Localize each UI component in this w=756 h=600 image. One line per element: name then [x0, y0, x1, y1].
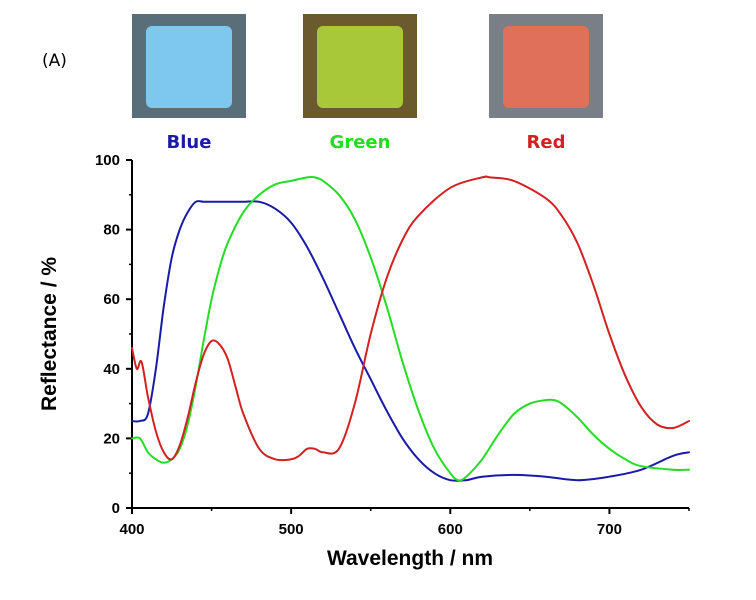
- swatch-film: [317, 26, 403, 108]
- sample-label-blue: Blue: [167, 132, 212, 153]
- y-tick-label: 40: [103, 361, 120, 378]
- y-tick-label: 0: [112, 500, 120, 517]
- x-tick-label: 700: [597, 521, 622, 538]
- swatch-blue: [132, 14, 246, 118]
- swatch-film: [146, 26, 232, 108]
- swatch-green: [303, 14, 417, 118]
- swatch-film: [503, 26, 589, 108]
- data-series: [131, 175, 690, 482]
- sample-label-green: Green: [330, 132, 391, 153]
- y-tick-label: 20: [103, 430, 120, 447]
- panel-label: (A): [42, 51, 67, 71]
- sample-swatches: [132, 14, 603, 118]
- y-tick-label: 100: [95, 152, 120, 169]
- y-axis-title: Reflectance / %: [38, 257, 61, 411]
- axes: 0 20 40 60 80 100 400 500 600 700: [95, 152, 690, 538]
- x-tick-label: 500: [279, 521, 304, 538]
- sample-label-red: Red: [527, 132, 566, 153]
- x-tick-label: 600: [438, 521, 463, 538]
- series-line-blue: [131, 200, 690, 482]
- x-tick-label: 400: [119, 521, 144, 538]
- y-tick-label: 60: [103, 291, 120, 308]
- y-tick-label: 80: [103, 222, 120, 239]
- x-axis-title: Wavelength / nm: [327, 547, 493, 570]
- series-line-red: [131, 175, 690, 462]
- series-line-green: [131, 175, 690, 482]
- swatch-red: [489, 14, 603, 118]
- sample-labels: Blue Green Red: [167, 132, 566, 153]
